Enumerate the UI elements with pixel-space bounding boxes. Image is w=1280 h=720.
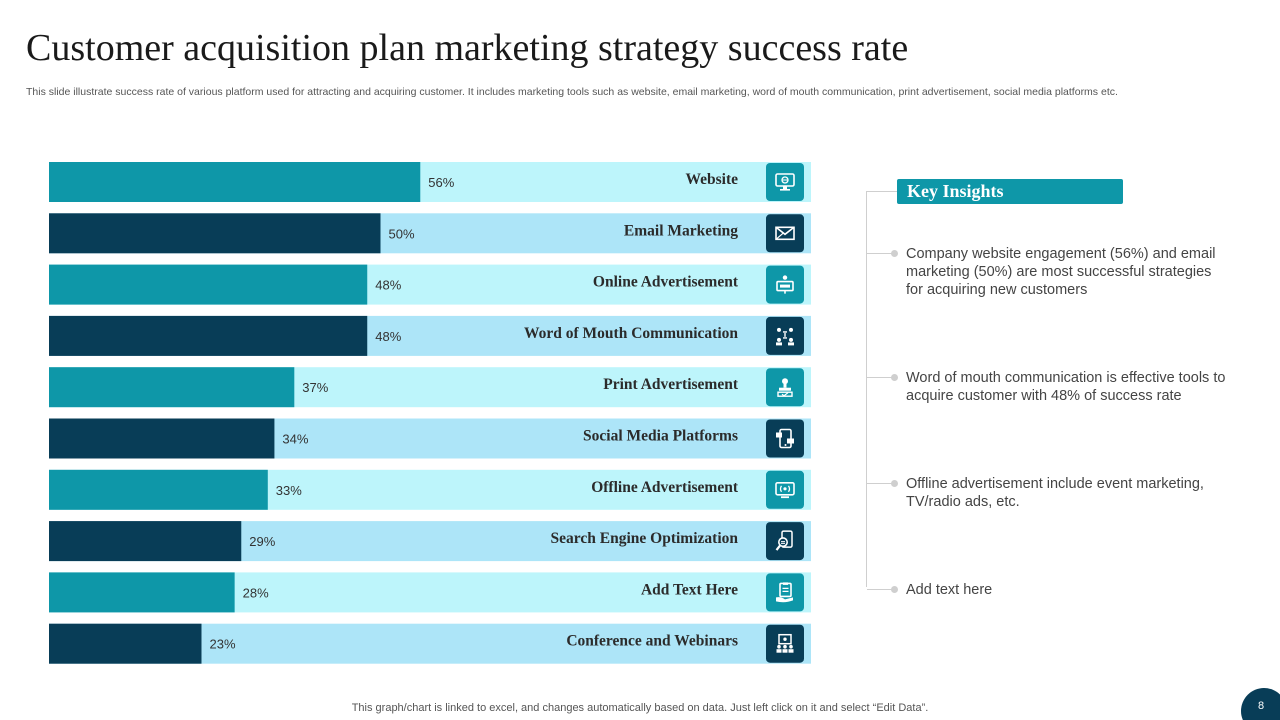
insight-text: Company website engagement (56%) and ema… (906, 246, 1216, 298)
insight-text: Add text here (906, 582, 993, 598)
bar-value-label: 34% (282, 432, 308, 447)
bar-value-label: 37% (302, 380, 328, 395)
category-label: Word of Mouth Communication (524, 325, 738, 342)
category-label: Online Advertisement (593, 274, 739, 291)
category-label: Print Advertisement (603, 376, 739, 393)
page-number: 8 (1241, 688, 1280, 720)
bullet-dot-icon (891, 586, 898, 593)
bar-search-engine-optimization[interactable] (49, 521, 242, 562)
category-label: Conference and Webinars (566, 633, 738, 650)
category-label: Add Text Here (641, 581, 738, 598)
bar-social-media-platforms[interactable] (49, 418, 275, 459)
bar-value-label: 48% (375, 278, 401, 293)
icon-tile (766, 163, 804, 201)
bar-value-label: 29% (249, 534, 275, 549)
bar-add-text-here[interactable] (49, 572, 235, 613)
bar-value-label: 28% (243, 585, 269, 600)
page-subtitle: This slide illustrate success rate of va… (26, 86, 1118, 98)
insights-connector-line (866, 191, 867, 587)
insights-connector-tick (867, 191, 897, 192)
icon-tile (766, 419, 804, 458)
bullet-dot-icon (891, 480, 898, 487)
bar-word-of-mouth-communication[interactable] (49, 315, 368, 356)
bar-conference-and-webinars[interactable] (49, 623, 202, 664)
bullet-dot-icon (891, 250, 898, 257)
bar-offline-advertisement[interactable] (49, 469, 268, 510)
category-label: Social Media Platforms (583, 428, 738, 445)
bar-website[interactable] (49, 162, 421, 202)
bar-value-label: 48% (375, 329, 401, 344)
bar-print-advertisement[interactable] (49, 367, 295, 408)
bar-value-label: 23% (209, 637, 235, 652)
category-label: Search Engine Optimization (551, 530, 739, 547)
bar-email-marketing[interactable] (49, 213, 381, 254)
bar-value-label: 56% (428, 175, 454, 190)
icon-tile (766, 573, 804, 612)
bar-value-label: 33% (276, 483, 302, 498)
category-label: Email Marketing (624, 222, 738, 239)
success-rate-bar-chart[interactable]: 56% Website 50% Email Marketing 48% Online Ad… (0, 150, 830, 680)
category-label: Offline Advertisement (591, 479, 739, 496)
key-insights-panel: Key Insights Company website engagement … (860, 175, 1260, 605)
bullet-dot-icon (891, 374, 898, 381)
key-insights-header: Key Insights (897, 179, 1123, 204)
insight-text: Offline advertisement include event mark… (906, 476, 1204, 510)
page-title: Customer acquisition plan marketing stra… (26, 27, 909, 69)
footer-note: This graph/chart is linked to excel, and… (351, 702, 929, 714)
category-label: Website (685, 171, 738, 188)
bar-value-label: 50% (389, 226, 415, 241)
insight-text: Word of mouth communication is effective… (906, 370, 1226, 404)
bar-online-advertisement[interactable] (49, 264, 368, 305)
